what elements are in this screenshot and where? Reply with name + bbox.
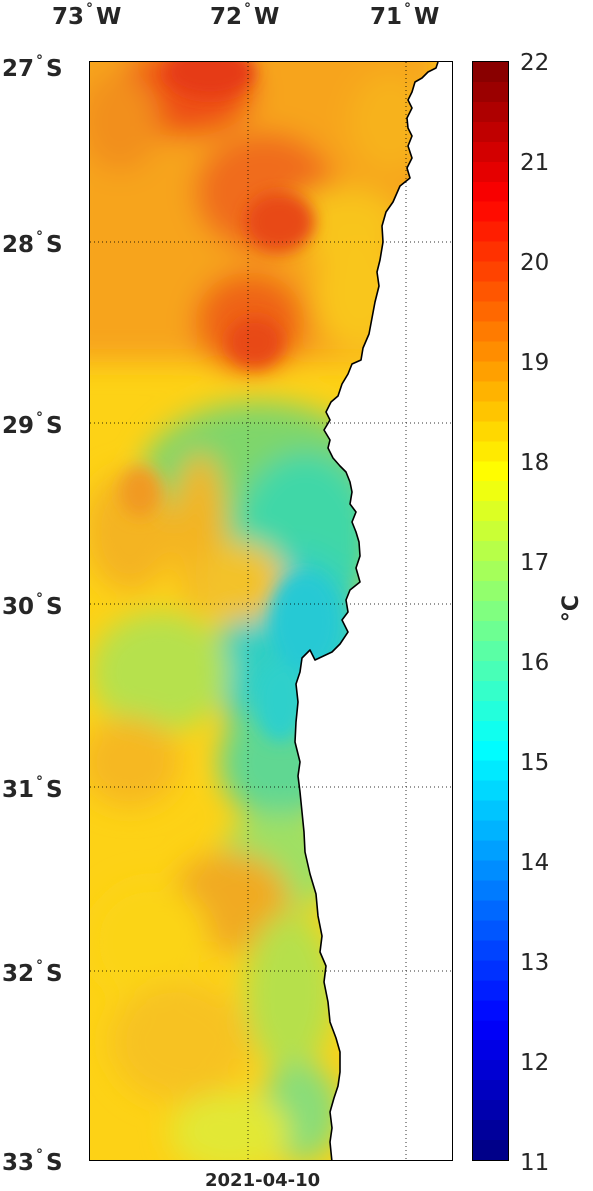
sea-surface-temperature-field [90, 62, 438, 1160]
graticule [90, 62, 452, 1160]
colorbar-tick-21: 21 [520, 150, 550, 176]
colorbar-tick-20: 20 [520, 250, 550, 276]
sst-map [89, 61, 453, 1161]
coastline [294, 62, 439, 1160]
colorbar-tick-22: 22 [520, 50, 550, 76]
lat-label-33s: 33 ° S [2, 1147, 63, 1176]
lat-label-29s: 29 ° S [2, 410, 63, 439]
lon-label-71w: 71 ° W [370, 1, 440, 30]
lon-label-73w: 73 ° W [52, 1, 122, 30]
map-date: 2021-04-10 [205, 1170, 321, 1191]
colorbar-tick-15: 15 [520, 750, 550, 776]
colorbar-tick-17: 17 [520, 550, 550, 576]
lat-label-31s: 31 ° S [2, 774, 63, 803]
colorbar-tick-16: 16 [520, 650, 550, 676]
lat-label-30s: 30 ° S [2, 591, 63, 620]
lat-label-32s: 32 ° S [2, 958, 63, 987]
lon-label-72w: 72 ° W [210, 1, 280, 30]
colorbar-tick-19: 19 [520, 350, 550, 376]
colorbar-unit-label: °C [559, 594, 585, 623]
colorbar-tick-13: 13 [520, 950, 550, 976]
lat-label-28s: 28 ° S [2, 229, 63, 258]
colorbar-tick-18: 18 [520, 450, 550, 476]
lat-label-27s: 27 ° S [2, 53, 63, 82]
colorbar-tick-14: 14 [520, 850, 550, 876]
colorbar [472, 61, 509, 1161]
colorbar-tick-12: 12 [520, 1050, 550, 1076]
sst-map-canvas [90, 62, 452, 1160]
colorbar-tick-11: 11 [520, 1150, 550, 1176]
